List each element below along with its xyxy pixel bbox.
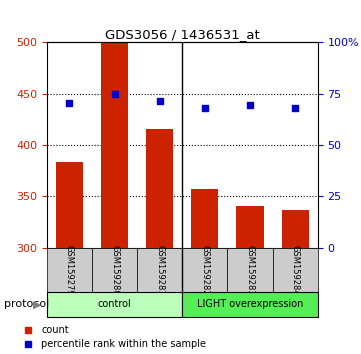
Text: count: count — [41, 325, 69, 335]
Bar — [182, 248, 227, 292]
Point — [202, 105, 208, 111]
Text: control: control — [98, 299, 131, 309]
Text: percentile rank within the sample: percentile rank within the sample — [41, 339, 206, 349]
Bar — [137, 248, 182, 292]
Text: GSM159282: GSM159282 — [200, 245, 209, 295]
Bar — [282, 210, 309, 248]
Bar — [273, 248, 318, 292]
Text: ▶: ▶ — [33, 299, 42, 309]
Text: GSM159279: GSM159279 — [65, 245, 74, 295]
Text: GSM159281: GSM159281 — [155, 245, 164, 295]
Bar — [191, 189, 218, 248]
Point — [292, 105, 298, 111]
Bar — [47, 292, 182, 317]
Title: GDS3056 / 1436531_at: GDS3056 / 1436531_at — [105, 28, 260, 41]
Text: LIGHT overexpression: LIGHT overexpression — [197, 299, 303, 309]
Bar — [182, 292, 318, 317]
Bar — [227, 248, 273, 292]
Point — [67, 100, 73, 106]
Text: GSM159284: GSM159284 — [291, 245, 300, 295]
Text: protocol: protocol — [4, 299, 49, 309]
Bar — [101, 42, 128, 248]
Bar — [92, 248, 137, 292]
Point — [157, 98, 162, 104]
Text: GSM159283: GSM159283 — [245, 245, 255, 295]
Bar — [146, 129, 173, 248]
Text: GSM159280: GSM159280 — [110, 245, 119, 295]
Point — [112, 91, 118, 97]
Bar — [56, 161, 83, 248]
Bar — [236, 206, 264, 248]
Bar — [47, 248, 92, 292]
Point — [247, 102, 253, 108]
